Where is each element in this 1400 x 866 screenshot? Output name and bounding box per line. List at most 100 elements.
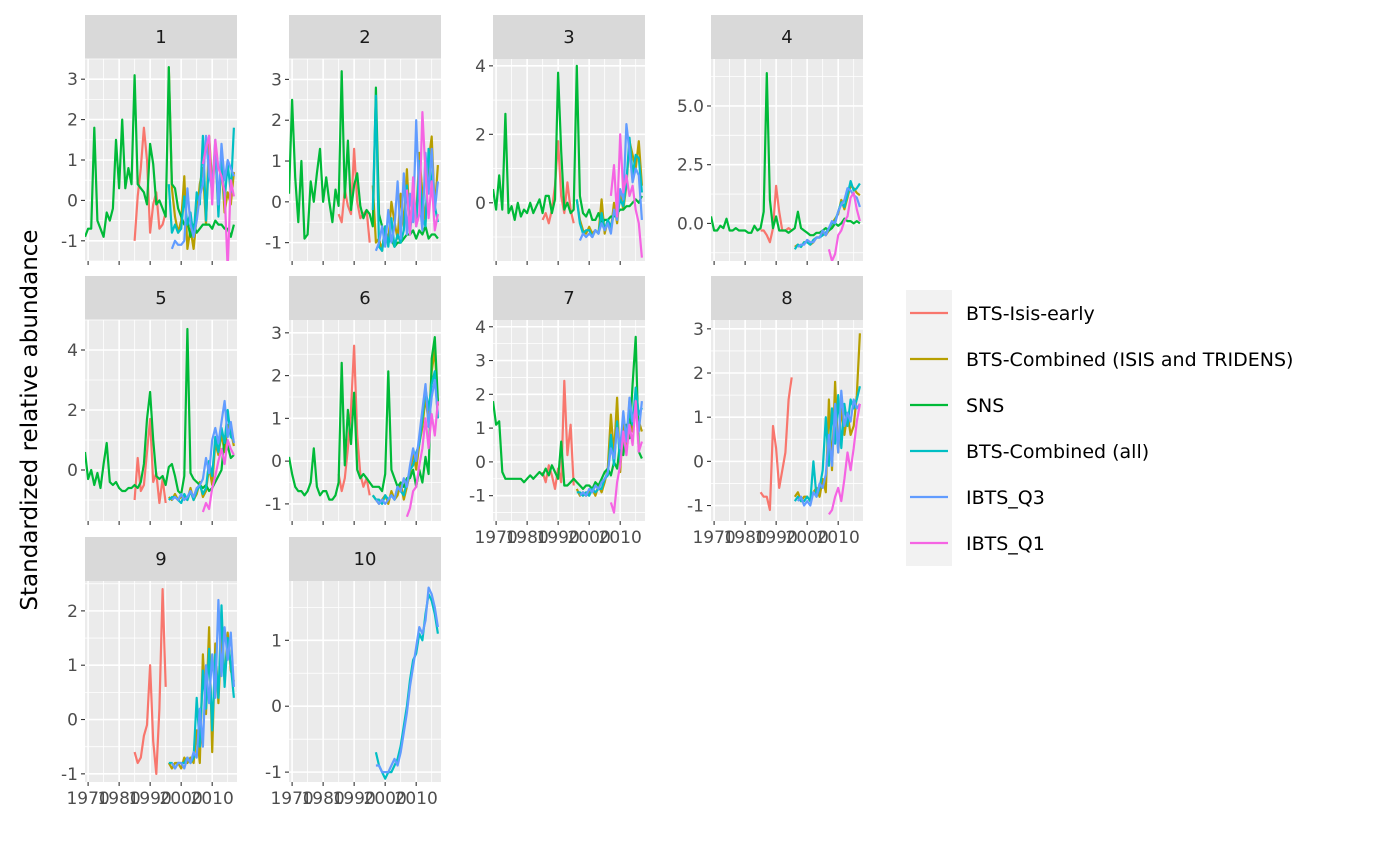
y-tick-label: -1 — [687, 497, 704, 517]
x-tick-label: 1970 — [270, 789, 313, 809]
series-line-ibts-q3 — [170, 598, 235, 770]
y-tick-label: -1 — [61, 765, 78, 785]
y-tick-label: 2.5 — [677, 156, 704, 176]
legend-label: BTS-Combined (ISIS and TRIDENS) — [966, 349, 1293, 371]
y-tick-label: 0 — [67, 191, 78, 211]
facet-strip — [493, 276, 645, 320]
x-tick-label: 2000 — [364, 789, 407, 809]
series-line-ibts-q1 — [827, 191, 861, 261]
x-tick-label: 2010 — [817, 528, 860, 548]
facet-panel-1: 1 -1 0 1 2 3 — [61, 15, 237, 265]
facet-panel-5: 5 0 2 4 — [67, 276, 237, 525]
x-tick-label: 2010 — [395, 789, 438, 809]
y-tick-label: 1 — [693, 408, 704, 428]
series-line-ibts-q1 — [609, 400, 643, 514]
y-tick-label: 0 — [271, 452, 282, 472]
facet-strip — [711, 276, 863, 320]
x-tick-label: 1990 — [755, 528, 798, 548]
x-tick-label: 1990 — [537, 528, 580, 548]
y-tick-label: 2 — [67, 111, 78, 131]
y-tick-label: 1 — [271, 152, 282, 172]
facet-strip-label: 10 — [354, 549, 377, 570]
facet-strip-label: 9 — [155, 549, 166, 570]
series-line-ibts-q3 — [578, 122, 643, 241]
x-tick-label: 1980 — [723, 528, 766, 548]
y-tick-label: 3 — [693, 320, 704, 340]
y-tick-label: 0 — [67, 711, 78, 731]
x-tick-label: 1970 — [474, 528, 517, 548]
legend-item: IBTS_Q1 — [906, 520, 1045, 566]
legend-label: BTS-Isis-early — [966, 303, 1095, 325]
y-tick-label: 2 — [475, 125, 486, 145]
series-line-ibts-q3 — [579, 396, 643, 497]
y-tick-label: 0 — [67, 461, 78, 481]
facet-strip-label: 4 — [781, 27, 792, 48]
y-tick-label: 0 — [475, 453, 486, 473]
legend-label: IBTS_Q1 — [966, 533, 1045, 555]
series-line-ibts-q1 — [201, 438, 235, 513]
y-tick-label: 1 — [67, 656, 78, 676]
x-tick-label: 2010 — [599, 528, 642, 548]
y-tick-label: 0.0 — [677, 214, 704, 234]
series-line-bts-isis-early — [759, 377, 793, 512]
series-line-sns — [289, 336, 439, 501]
y-tick-label: 1 — [271, 631, 282, 651]
x-tick-label: 2010 — [191, 789, 234, 809]
legend-label: SNS — [966, 395, 1004, 417]
x-tick-label: 1970 — [692, 528, 735, 548]
x-tick-label: 1980 — [301, 789, 344, 809]
y-tick-label: 1 — [67, 151, 78, 171]
series-line-bts-isis-early — [760, 184, 793, 244]
facet-strip-label: 2 — [359, 27, 370, 48]
y-tick-label: 2 — [67, 602, 78, 622]
facet-strip-label: 6 — [359, 288, 370, 309]
series-line-ibts-q1 — [405, 401, 439, 518]
x-tick-label: 2000 — [786, 528, 829, 548]
y-tick-label: 4 — [67, 341, 78, 361]
x-tick-label: 1990 — [129, 789, 172, 809]
x-tick-label: 1990 — [333, 789, 376, 809]
series-line-ibts-q3 — [171, 399, 235, 502]
series-line-ibts-q1 — [828, 403, 861, 516]
legend-label: BTS-Combined (all) — [966, 441, 1149, 463]
series-line-bts-combined-all- — [167, 127, 235, 238]
facet-panel-2: 2 -1 0 1 2 3 — [265, 15, 441, 265]
series-line-ibts-q3 — [375, 586, 439, 774]
y-tick-label: 4 — [475, 318, 486, 338]
y-tick-label: 3 — [475, 352, 486, 372]
series-line-ibts-q1 — [609, 133, 643, 258]
y-tick-label: 0 — [271, 193, 282, 213]
y-tick-label: 2 — [475, 385, 486, 405]
series-line-sns — [85, 327, 235, 496]
y-tick-label: 2 — [693, 364, 704, 384]
series-line-bts-isis-early — [133, 587, 167, 776]
facet-panel-4: 4 0.0 2.5 5.0 — [677, 15, 863, 265]
plot-background — [289, 320, 441, 521]
facet-panel-6: 6 -1 0 1 2 3 — [265, 276, 441, 525]
y-tick-label: 0 — [271, 697, 282, 717]
facet-strip-label: 1 — [155, 27, 166, 48]
facet-strip — [493, 15, 645, 59]
series-line-bts-isis-early — [337, 344, 371, 496]
facet-strip — [289, 537, 441, 581]
legend-item: BTS-Combined (ISIS and TRIDENS) — [906, 336, 1293, 382]
legend: BTS-Isis-early BTS-Combined (ISIS and TRI… — [906, 290, 1293, 566]
series-line-ibts-q3 — [797, 389, 861, 507]
y-tick-label: 2 — [67, 401, 78, 421]
facet-panels: 1-101232-10123302440.02.55.050246-101237… — [61, 15, 863, 809]
series-line-ibts-q1 — [405, 110, 439, 236]
facet-strip — [711, 15, 863, 59]
facet-strip — [85, 276, 237, 320]
y-tick-label: 2 — [271, 111, 282, 131]
facet-strip — [85, 537, 237, 581]
series-line-ibts-q3 — [170, 134, 235, 250]
y-tick-label: 1 — [271, 409, 282, 429]
y-tick-label: 4 — [475, 57, 486, 77]
facet-strip-label: 8 — [781, 288, 792, 309]
y-tick-label: 0 — [475, 194, 486, 214]
y-tick-label: 3 — [271, 324, 282, 344]
